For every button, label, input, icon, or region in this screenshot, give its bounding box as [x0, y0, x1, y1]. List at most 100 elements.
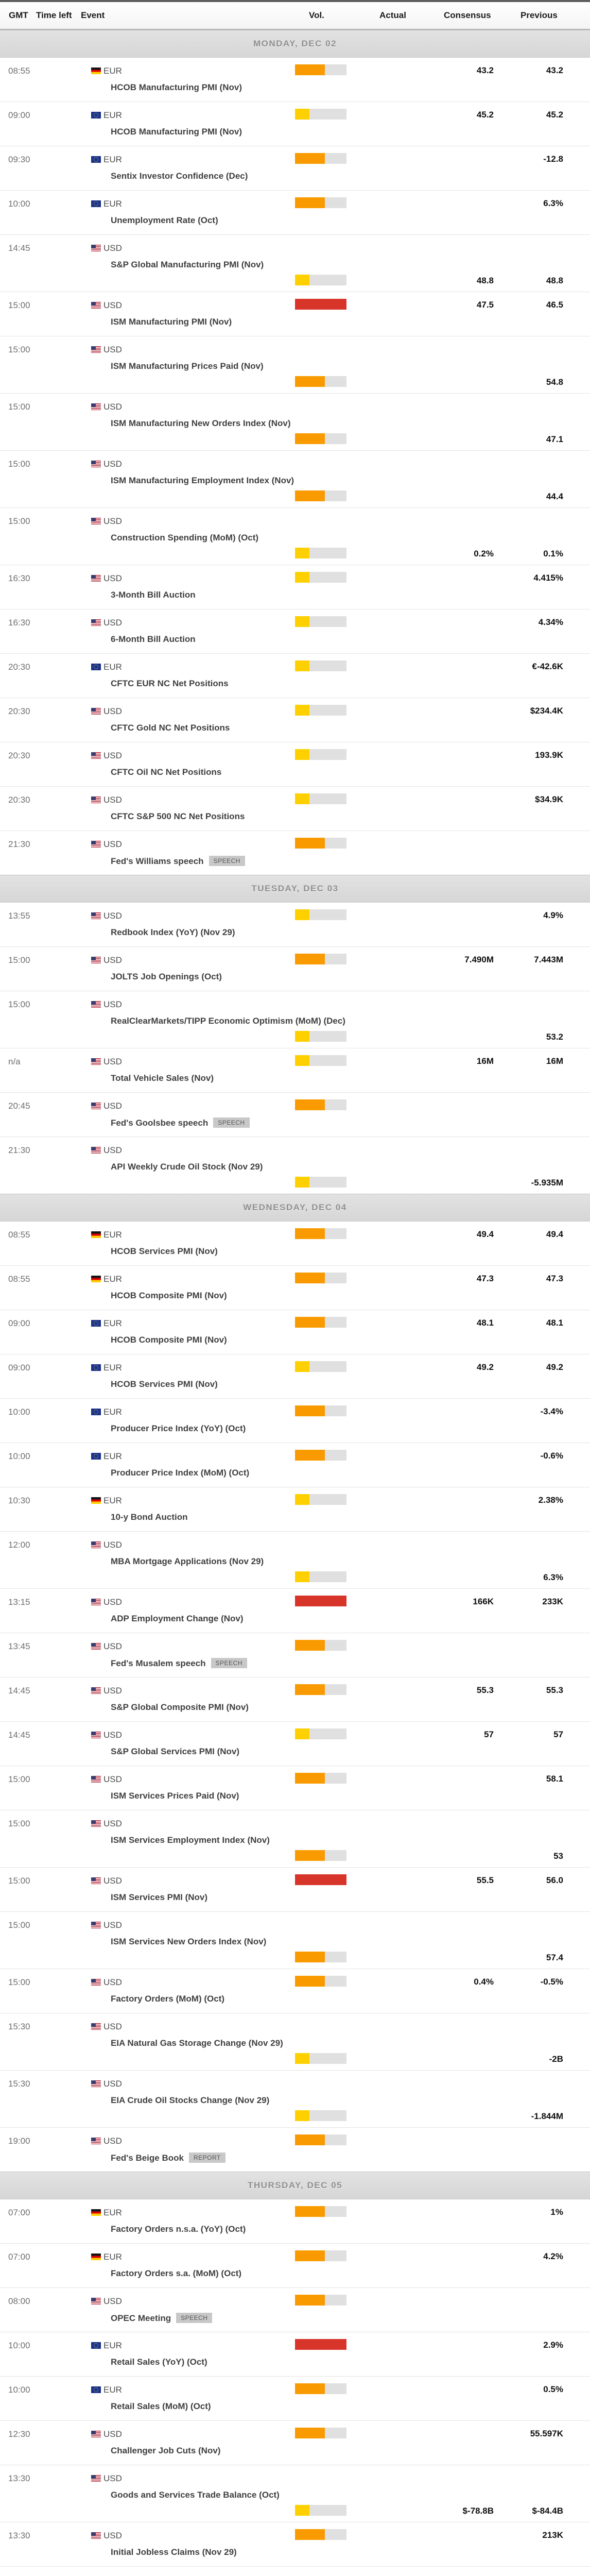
event-name[interactable]: JOLTS Job Openings (Oct) [111, 972, 222, 982]
event-name[interactable]: HCOB Manufacturing PMI (Nov) [111, 82, 242, 93]
event-name[interactable]: Producer Price Index (YoY) (Oct) [111, 1423, 246, 1434]
event-name[interactable]: CFTC Gold NC Net Positions [111, 723, 230, 733]
event-name[interactable]: Challenger Job Cuts (Nov) [111, 2446, 220, 2456]
event-name[interactable]: Retail Sales (YoY) (Oct) [111, 2357, 207, 2367]
event-name[interactable]: EIA Crude Oil Stocks Change (Nov 29) [111, 2095, 269, 2106]
event-row[interactable]: 15:00 USD JOLTS Job Openings (Oct) 7.490M 7.… [0, 946, 590, 991]
event-row[interactable]: 10:00 EUR Retail Sales (MoM) (Oct) 0.5% [0, 2376, 590, 2420]
event-row[interactable]: 13:30 USD Goods and Services Trade Balance… [0, 2465, 590, 2522]
event-row[interactable]: 15:00 USD ISM Services Prices Paid (Nov) 58… [0, 1766, 590, 1810]
event-name[interactable]: S&P Global Composite PMI (Nov) [111, 1702, 249, 1713]
event-name[interactable]: HCOB Composite PMI (Nov) [111, 1291, 227, 1301]
event-row[interactable]: 15:30 USD EIA Crude Oil Stocks Change (Nov… [0, 2070, 590, 2127]
event-name[interactable]: HCOB Composite PMI (Nov) [111, 1335, 227, 1345]
event-name[interactable]: EIA Natural Gas Storage Change (Nov 29) [111, 2038, 283, 2048]
column-header-consensus[interactable]: Consensus [444, 10, 491, 20]
event-row[interactable]: 12:00 USD MBA Mortgage Applications (Nov 2… [0, 1531, 590, 1588]
event-row[interactable]: 14:45 USD S&P Global Manufacturing PMI (No… [0, 234, 590, 292]
event-row[interactable]: 20:45 USD Fed's Goolsbee speech SPEECH [0, 1092, 590, 1137]
event-name[interactable]: Initial Jobless Claims (Nov 29) [111, 2547, 237, 2557]
event-name[interactable]: 6-Month Bill Auction [111, 634, 196, 645]
event-row[interactable]: 16:30 USD 6-Month Bill Auction 4.34% [0, 609, 590, 653]
event-name[interactable]: HCOB Services PMI (Nov) [111, 1246, 218, 1257]
event-name[interactable]: CFTC S&P 500 NC Net Positions [111, 811, 245, 822]
event-name[interactable]: Unemployment Rate (Oct) [111, 215, 218, 226]
event-row[interactable]: 20:30 USD CFTC Oil NC Net Positions 193.9K [0, 742, 590, 786]
event-name[interactable]: CFTC EUR NC Net Positions [111, 679, 229, 689]
event-row[interactable]: 14:45 USD S&P Global Services PMI (Nov) 57 5… [0, 1721, 590, 1766]
event-name[interactable]: ISM Services Prices Paid (Nov) [111, 1791, 239, 1801]
event-row[interactable]: 15:00 USD ISM Services Employment Index (N… [0, 1810, 590, 1867]
event-row[interactable]: 16:30 USD 3-Month Bill Auction 4.415% [0, 565, 590, 609]
event-name[interactable]: Factory Orders (MoM) (Oct) [111, 1994, 224, 2004]
event-row[interactable]: 19:00 USD Fed's Beige Book REPORT [0, 2127, 590, 2172]
event-row[interactable]: 13:30 USD Initial Jobless Claims (Nov 29) 2… [0, 2522, 590, 2566]
event-row[interactable]: 15:00 USD Factory Orders (MoM) (Oct) 0.4% -0… [0, 1969, 590, 2013]
event-name[interactable]: 3-Month Bill Auction [111, 590, 196, 600]
event-name[interactable]: OPEC Meeting SPEECH [111, 2313, 213, 2324]
event-row[interactable]: 08:00 USD OPEC Meeting SPEECH [0, 2287, 590, 2332]
event-name[interactable]: ISM Manufacturing Employment Index (Nov) [111, 476, 294, 486]
event-row[interactable]: 09:00 EUR HCOB Manufacturing PMI (Nov) 45.2… [0, 101, 590, 146]
event-name[interactable]: ISM Manufacturing PMI (Nov) [111, 317, 232, 327]
event-row[interactable]: 20:30 EUR CFTC EUR NC Net Positions €-42.6K [0, 653, 590, 698]
event-row[interactable]: 09:00 EUR HCOB Services PMI (Nov) 49.2 49.2 [0, 1354, 590, 1398]
event-row[interactable]: 13:15 USD ADP Employment Change (Nov) 166K 2… [0, 1588, 590, 1633]
event-name[interactable]: Total Vehicle Sales (Nov) [111, 1073, 214, 1083]
event-name[interactable]: S&P Global Services PMI (Nov) [111, 1747, 239, 1757]
event-row[interactable]: 14:45 USD S&P Global Composite PMI (Nov) 55… [0, 1677, 590, 1721]
event-row[interactable]: 15:30 USD EIA Natural Gas Storage Change (… [0, 2013, 590, 2070]
event-name[interactable]: Fed's Musalem speech SPEECH [111, 1658, 247, 1669]
event-name[interactable]: HCOB Services PMI (Nov) [111, 1379, 218, 1389]
event-name[interactable]: Fed's Goolsbee speech SPEECH [111, 1117, 250, 1128]
event-row[interactable]: 15:00 USD ISM Manufacturing PMI (Nov) 47.5 4… [0, 292, 590, 336]
event-name[interactable]: Fed's Beige Book REPORT [111, 2153, 225, 2163]
event-name[interactable]: Retail Sales (MoM) (Oct) [111, 2401, 211, 2412]
event-row[interactable]: 15:00 USD ISM Services PMI (Nov) 55.5 56.0 [0, 1867, 590, 1911]
event-row[interactable]: 21:30 USD API Weekly Crude Oil Stock (Nov … [0, 1137, 590, 1194]
event-row[interactable]: 15:00 USD Construction Spending (MoM) (Oct… [0, 507, 590, 565]
event-row[interactable]: 10:00 EUR Producer Price Index (YoY) (Oct)… [0, 1398, 590, 1443]
event-name[interactable]: ISM Services New Orders Index (Nov) [111, 1937, 266, 1947]
event-name[interactable]: Fed's Williams speech SPEECH [111, 856, 245, 867]
event-row[interactable]: 15:00 USD ISM Manufacturing New Orders Ind… [0, 393, 590, 450]
event-name[interactable]: RealClearMarkets/TIPP Economic Optimism … [111, 1016, 345, 1026]
event-row[interactable]: 15:00 USD RealClearMarkets/TIPP Economic O… [0, 991, 590, 1048]
event-name[interactable]: Factory Orders s.a. (MoM) (Oct) [111, 2268, 241, 2279]
event-row[interactable]: 09:30 EUR Sentix Investor Confidence (Dec)… [0, 146, 590, 190]
event-name[interactable]: ISM Services Employment Index (Nov) [111, 1835, 270, 1845]
event-row[interactable]: 07:00 EUR Factory Orders s.a. (MoM) (Oct) 4… [0, 2243, 590, 2287]
event-row[interactable]: 09:00 EUR HCOB Composite PMI (Nov) 48.1 48.1 [0, 1310, 590, 1354]
event-row[interactable]: 20:30 USD CFTC Gold NC Net Positions $234.4… [0, 698, 590, 742]
event-row[interactable]: 10:00 EUR Unemployment Rate (Oct) 6.3% [0, 190, 590, 234]
event-name[interactable]: Goods and Services Trade Balance (Oct) [111, 2490, 280, 2500]
column-header-actual[interactable]: Actual [379, 10, 406, 20]
event-row[interactable]: 15:00 USD ISM Manufacturing Employment Ind… [0, 450, 590, 507]
event-name[interactable]: Construction Spending (MoM) (Oct) [111, 533, 258, 543]
event-name[interactable]: ISM Manufacturing New Orders Index (Nov) [111, 418, 291, 429]
event-row[interactable]: 08:55 EUR HCOB Composite PMI (Nov) 47.3 47.3 [0, 1265, 590, 1310]
event-name[interactable]: ISM Services PMI (Nov) [111, 1892, 207, 1903]
column-header-previous[interactable]: Previous [520, 10, 558, 20]
event-name[interactable]: Producer Price Index (MoM) (Oct) [111, 1468, 249, 1478]
column-header-vol[interactable]: Vol. [309, 10, 324, 20]
event-row[interactable]: 12:30 USD Challenger Job Cuts (Nov) 55.597K [0, 2420, 590, 2465]
event-row[interactable]: 15:00 USD ISM Manufacturing Prices Paid (N… [0, 336, 590, 393]
event-row[interactable]: 21:30 USD Fed's Williams speech SPEECH [0, 831, 590, 875]
event-name[interactable]: API Weekly Crude Oil Stock (Nov 29) [111, 1162, 263, 1172]
column-header-time-left[interactable]: Time left [36, 10, 72, 20]
column-header-event[interactable]: Event [81, 10, 105, 20]
event-name[interactable]: 10-y Bond Auction [111, 1512, 188, 1522]
event-row[interactable]: 15:00 USD ISM Services New Orders Index (N… [0, 1911, 590, 1969]
event-name[interactable]: Redbook Index (YoY) (Nov 29) [111, 927, 235, 938]
event-name[interactable]: ADP Employment Change (Nov) [111, 1614, 244, 1624]
event-name[interactable]: Factory Orders n.s.a. (YoY) (Oct) [111, 2224, 246, 2234]
event-name[interactable]: S&P Global Manufacturing PMI (Nov) [111, 260, 264, 270]
column-header-gmt[interactable]: GMT [9, 10, 28, 20]
event-row[interactable]: 20:30 USD CFTC S&P 500 NC Net Positions $34… [0, 786, 590, 831]
event-row[interactable]: n/a USD Total Vehicle Sales (Nov) 16M 16M [0, 1048, 590, 1092]
event-row[interactable]: 07:00 EUR Factory Orders n.s.a. (YoY) (Oct… [0, 2199, 590, 2243]
event-row[interactable]: 10:00 EUR Retail Sales (YoY) (Oct) 2.9% [0, 2332, 590, 2376]
event-row[interactable]: 13:55 USD Redbook Index (YoY) (Nov 29) 4.9% [0, 903, 590, 946]
